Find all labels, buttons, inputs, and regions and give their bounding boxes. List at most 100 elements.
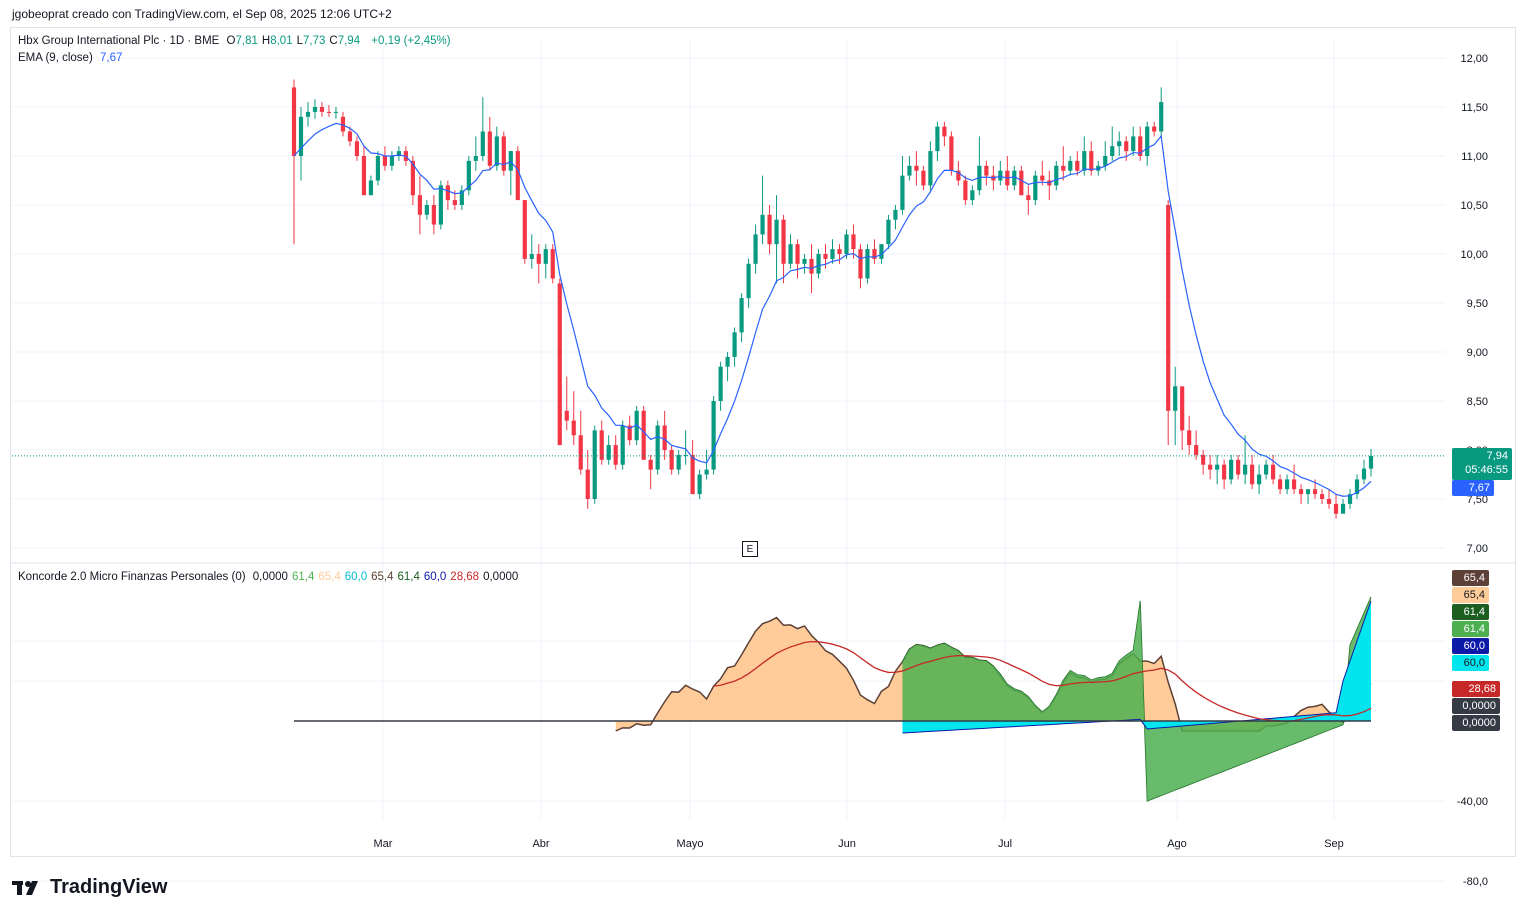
candle-body xyxy=(1180,386,1185,431)
candle-body xyxy=(1354,479,1360,495)
candle-body xyxy=(1054,165,1059,186)
candle-body xyxy=(459,190,464,205)
tradingview-logo[interactable]: TradingView xyxy=(12,876,167,899)
candle-body xyxy=(1263,464,1269,475)
price-legend: Hbx Group International Plc · 1D · BME O… xyxy=(18,35,455,47)
candle-body xyxy=(515,151,520,201)
candle-body xyxy=(312,107,318,112)
candle-body xyxy=(1222,464,1227,480)
candle-body xyxy=(1033,175,1038,201)
candle-body xyxy=(1173,386,1178,411)
candle-body xyxy=(543,249,548,264)
candle-body xyxy=(1019,170,1024,196)
candle-body xyxy=(844,234,849,254)
tradingview-brand: TradingView xyxy=(50,876,168,898)
candle-body xyxy=(410,160,415,196)
candle-body xyxy=(487,131,492,166)
ind-y-tick-label: -80,0 xyxy=(1463,876,1488,888)
candle-body xyxy=(1229,459,1234,480)
indicator-value-6: 60,0 xyxy=(423,571,447,583)
indicator-tag-6: 28,68 xyxy=(1452,681,1500,697)
x-tick-label: Mayo xyxy=(677,838,704,850)
candle-body xyxy=(788,244,793,264)
candle-body xyxy=(739,298,744,333)
candle-body xyxy=(1208,464,1213,470)
ema-label[interactable]: EMA (9, close) xyxy=(18,52,93,64)
candle-body xyxy=(669,450,674,470)
candle-body xyxy=(914,165,919,171)
koncorde-blue-line xyxy=(902,600,1372,734)
candle-body xyxy=(305,111,311,117)
earnings-marker[interactable]: E xyxy=(742,541,758,557)
candle-body xyxy=(641,410,646,460)
candle-body xyxy=(424,205,429,215)
candle-body xyxy=(1215,464,1220,470)
x-tick-label: Jul xyxy=(998,838,1012,850)
candle-body xyxy=(1236,459,1241,475)
candle-body xyxy=(354,141,360,156)
indicator-value-5: 61,4 xyxy=(397,571,420,583)
indicator-tag-3: 61,4 xyxy=(1452,621,1489,637)
candle-body xyxy=(375,156,381,181)
candle-body xyxy=(1110,146,1115,156)
y-tick-label: 7,50 xyxy=(1467,494,1488,506)
candle-body xyxy=(585,469,590,499)
y-tick-label: 8,50 xyxy=(1467,396,1488,408)
ema-value: 7,67 xyxy=(99,52,123,64)
candle-body xyxy=(564,410,569,421)
candle-body xyxy=(599,430,604,460)
indicator-tag-4: 60,0 xyxy=(1452,638,1489,654)
candle-body xyxy=(592,430,597,499)
candle-body xyxy=(1305,489,1311,495)
candle-body xyxy=(690,454,695,495)
candle-body xyxy=(949,136,954,171)
candle-body xyxy=(823,254,828,259)
candle-body xyxy=(613,445,618,465)
candle-body xyxy=(389,156,395,166)
indicator-legend: Koncorde 2.0 Micro Finanzas Personales (… xyxy=(18,571,526,583)
candle-body xyxy=(935,126,940,152)
candle-body xyxy=(718,366,723,401)
candle-body xyxy=(1277,479,1283,490)
candle-body xyxy=(452,200,457,205)
candle-body xyxy=(781,219,786,264)
y-tick-label: 9,50 xyxy=(1467,298,1488,310)
chart-frame[interactable] xyxy=(10,27,1516,857)
candle-body xyxy=(655,425,660,470)
x-tick-label: Jun xyxy=(838,838,856,850)
candle-body xyxy=(1061,165,1066,171)
candle-body xyxy=(865,249,870,279)
candle-body xyxy=(746,263,751,299)
koncorde-cyan-area xyxy=(902,601,1371,733)
ema-line xyxy=(293,122,1372,497)
candle-body xyxy=(1194,445,1199,455)
candle-body xyxy=(473,156,478,161)
candle-body xyxy=(627,425,632,441)
symbol-label[interactable]: Hbx Group International Plc · 1D · BME xyxy=(18,35,220,47)
candle-body xyxy=(711,401,716,470)
indicator-value-3: 60,0 xyxy=(344,571,368,583)
x-tick-label: Abr xyxy=(532,838,549,850)
ohlc-c: C7,94 xyxy=(329,35,361,47)
y-tick-label: 12,00 xyxy=(1460,53,1488,65)
candle-body xyxy=(1319,494,1325,499)
candle-body xyxy=(648,459,653,470)
indicator-values: 0,0000 61,4 65,4 60,0 65,4 61,4 60,0 28,68 0,000… xyxy=(253,571,523,583)
candle-body xyxy=(438,185,443,225)
ohlc-values: O7,81 H8,01 L7,73 C7,94 xyxy=(227,35,365,47)
candle-body xyxy=(431,205,436,225)
candle-body xyxy=(1138,136,1143,156)
candle-body xyxy=(921,170,926,186)
candle-body xyxy=(942,126,947,137)
candle-body xyxy=(1201,454,1206,465)
candle-body xyxy=(480,131,485,156)
candle-body xyxy=(620,425,625,465)
candle-body xyxy=(851,234,856,250)
ohlc-h: H8,01 xyxy=(261,35,293,47)
koncorde-red-line xyxy=(713,640,1372,722)
candle-body xyxy=(1368,455,1374,469)
candle-body xyxy=(417,195,422,215)
candle-body xyxy=(298,116,304,156)
indicator-label[interactable]: Koncorde 2.0 Micro Finanzas Personales (… xyxy=(18,571,246,583)
